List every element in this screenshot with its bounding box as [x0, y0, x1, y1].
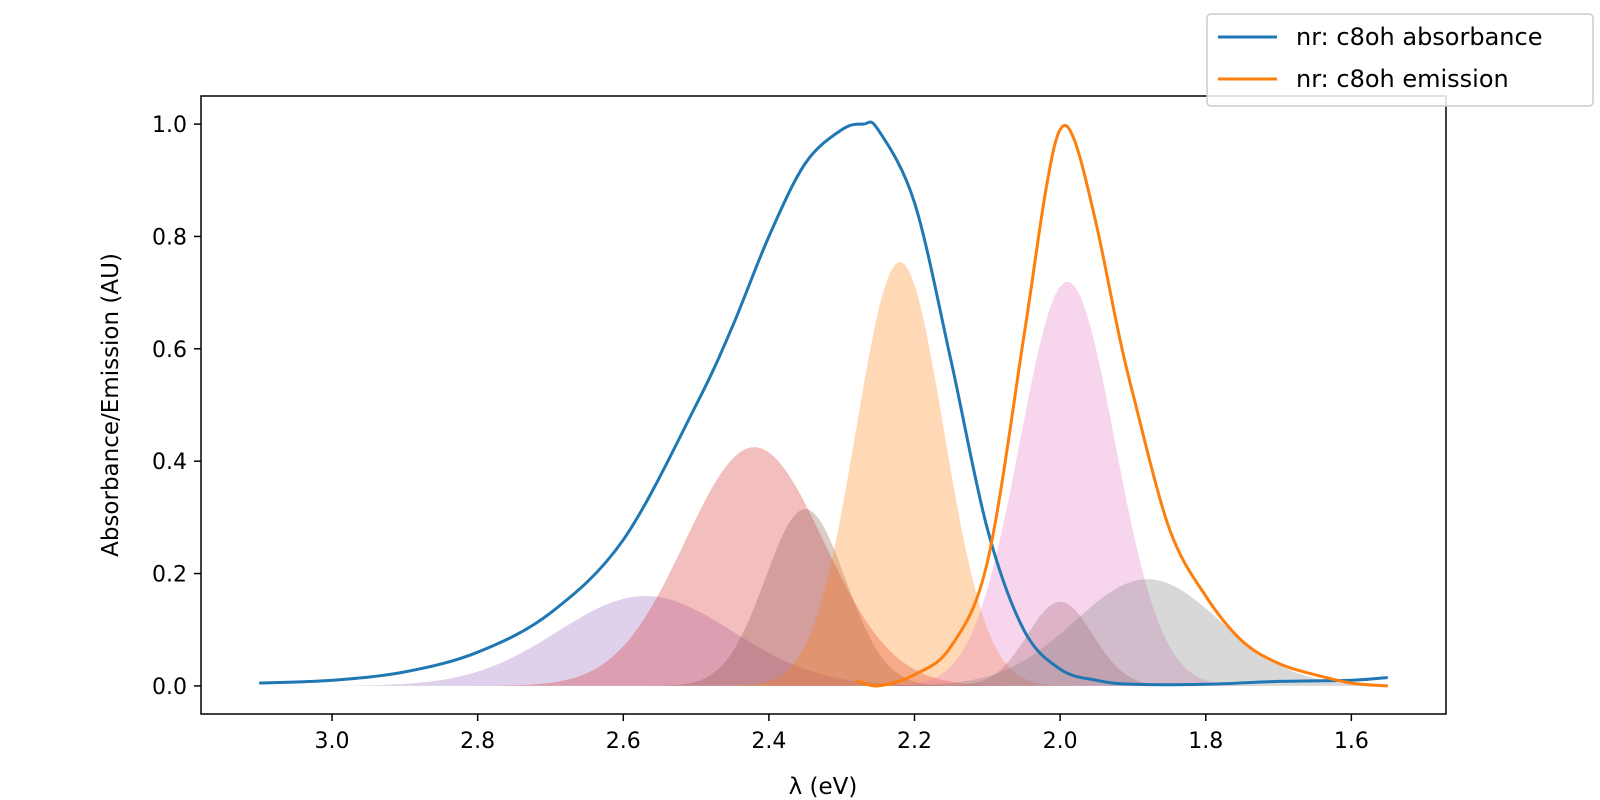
component-fill-6 — [259, 281, 1388, 686]
legend: nr: c8oh absorbance nr: c8oh emission — [1206, 13, 1594, 107]
series-line-1 — [259, 120, 1388, 687]
x-tick-label: 2.6 — [606, 729, 641, 754]
gaussian-components — [259, 261, 1388, 686]
x-tick-label: 3.0 — [315, 729, 350, 754]
plot-frame — [200, 95, 1447, 715]
series-line-2 — [855, 123, 1388, 688]
y-tick-label: 0.0 — [152, 675, 187, 700]
y-tick-label: 0.8 — [152, 225, 187, 250]
data-series — [259, 120, 1388, 688]
component-fill-1 — [259, 596, 1388, 686]
y-tick-label: 1.0 — [152, 113, 187, 138]
x-tick-label: 2.8 — [460, 729, 495, 754]
component-fill-4 — [259, 261, 1388, 686]
y-axis-label: Absorbance/Emission (AU) — [98, 253, 124, 557]
component-fill-5 — [259, 601, 1388, 686]
y-tick-label: 0.6 — [152, 338, 187, 363]
legend-label-absorbance: nr: c8oh absorbance — [1296, 23, 1542, 51]
component-fill-2 — [259, 447, 1388, 686]
x-tick-label: 2.0 — [1043, 729, 1078, 754]
y-axis: 0.0 0.2 0.4 0.6 0.8 1.0 — [152, 113, 201, 700]
legend-label-emission: nr: c8oh emission — [1296, 65, 1509, 93]
component-fill-7 — [259, 579, 1388, 686]
component-fill-3 — [259, 509, 1388, 686]
x-tick-label: 1.8 — [1188, 729, 1223, 754]
x-tick-label: 2.4 — [751, 729, 786, 754]
legend-box — [1206, 13, 1594, 107]
x-tick-label: 1.6 — [1334, 729, 1369, 754]
x-axis: 3.0 2.8 2.6 2.4 2.2 2.0 1.8 1.6 — [315, 714, 1369, 754]
y-tick-label: 0.2 — [152, 563, 187, 588]
x-tick-label: 2.2 — [897, 729, 932, 754]
x-axis-label: λ (eV) — [789, 774, 858, 800]
y-tick-label: 0.4 — [152, 450, 187, 475]
